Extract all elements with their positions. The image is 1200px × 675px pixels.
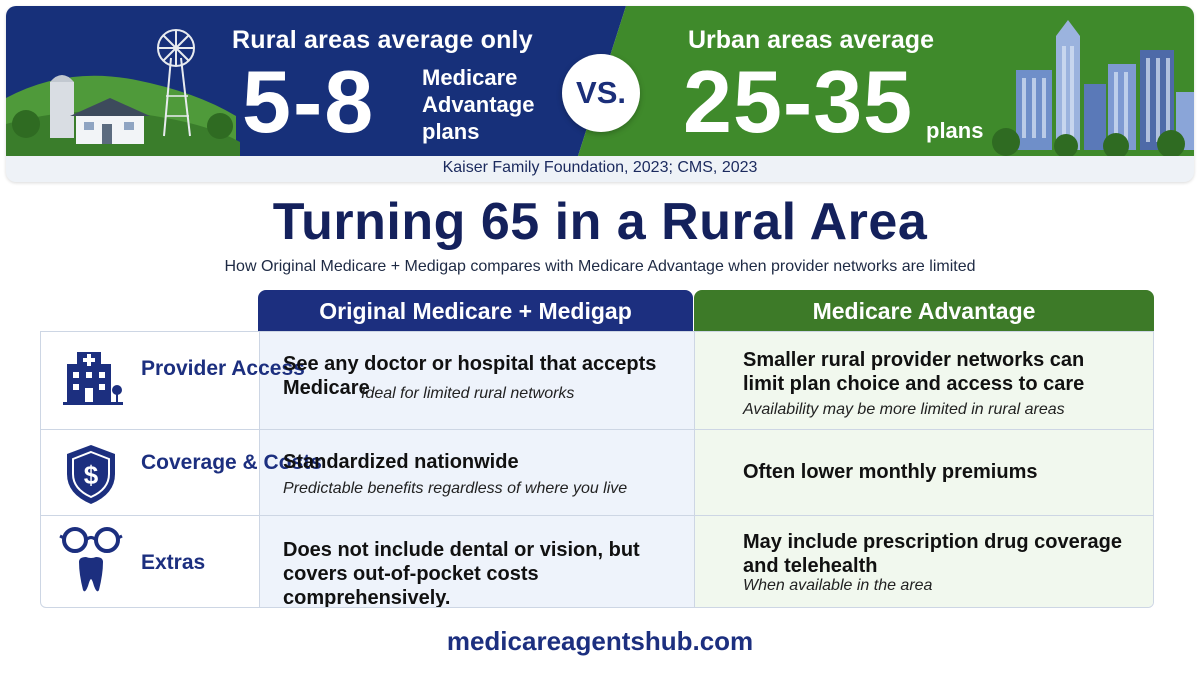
row-label-provider-access: Provider Access — [141, 357, 305, 380]
ma-extras-note: When available in the area — [743, 577, 933, 594]
om-coverage-text: Standardized nationwide — [283, 451, 519, 473]
om-provider-access-text: See any doctor or hospital that accepts … — [283, 353, 657, 399]
svg-text:$: $ — [84, 460, 99, 490]
urban-plan-unit: plans — [926, 118, 984, 143]
rural-lead-text: Rural areas average only — [232, 26, 533, 54]
header-original-medicare: Original Medicare + Medigap — [258, 290, 693, 332]
banner-source-citation: Kaiser Family Foundation, 2023; CMS, 202… — [442, 159, 758, 176]
hospital-icon — [63, 352, 123, 405]
rural-plan-unit: Medicare Advantage plans — [422, 65, 535, 144]
row-label-coverage-costs: Coverage & Costs — [141, 451, 322, 474]
banner-illustration — [6, 6, 1194, 156]
comparison-banner: Rural areas average only 5-8 Medicare Ad… — [6, 6, 1194, 182]
versus-badge: VS. — [562, 54, 640, 132]
glasses-tooth-icon — [59, 527, 123, 592]
om-provider-access-note: Ideal for limited rural networks — [361, 385, 575, 402]
farm-scene-icon — [6, 29, 240, 156]
ma-provider-access-text: Smaller rural provider networks can limi… — [743, 349, 1085, 395]
row-divider — [41, 429, 1153, 430]
row-label-extras: Extras — [141, 551, 206, 574]
website-footer: medicareagentshub.com — [446, 626, 754, 656]
ma-extras-text: May include prescription drug coverage a… — [743, 531, 1122, 577]
original-medicare-column — [259, 332, 695, 607]
header-medicare-advantage: Medicare Advantage — [694, 290, 1154, 332]
ma-provider-access-note: Availability may be more limited in rura… — [743, 401, 1065, 418]
city-skyline-icon — [992, 20, 1194, 156]
page-title: Turning 65 in a Rural Area — [272, 193, 928, 251]
comparison-table: Provider Access See any doctor or hospit… — [40, 331, 1154, 608]
page-subtitle: How Original Medicare + Medigap compares… — [224, 258, 976, 275]
medicare-advantage-column — [695, 332, 1153, 607]
om-coverage-note: Predictable benefits regardless of where… — [283, 480, 628, 497]
row-divider — [41, 515, 1153, 516]
rural-plan-range: 5-8 — [242, 52, 376, 151]
om-extras-text: Does not include dental or vision, but c… — [283, 539, 640, 608]
dollar-shield-icon: $ — [67, 445, 115, 504]
ma-coverage-text: Often lower monthly premiums — [743, 461, 1038, 483]
urban-lead-text: Urban areas average — [688, 26, 934, 54]
urban-plan-range: 25-35 — [683, 52, 914, 151]
